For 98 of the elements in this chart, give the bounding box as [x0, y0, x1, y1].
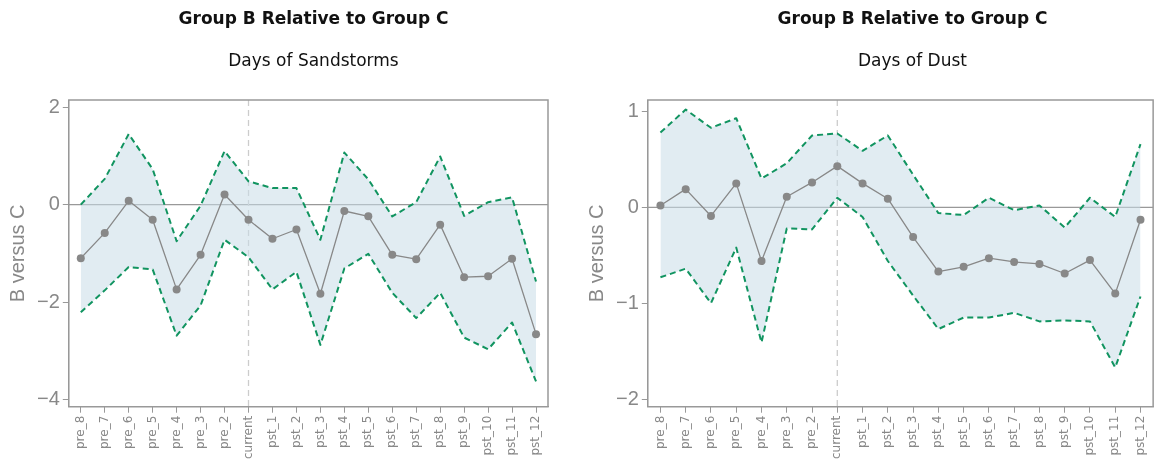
x-tick-label: pre_4 [753, 415, 768, 450]
point [436, 220, 445, 229]
point [100, 228, 109, 237]
x-tick-label: pst_5 [955, 415, 970, 448]
x-tick-label: pst_6 [384, 415, 399, 448]
point [148, 215, 157, 224]
point [268, 234, 277, 243]
y-tick-label: 0 [48, 192, 60, 215]
point [782, 192, 791, 201]
x-tick-label: pst_7 [408, 415, 423, 448]
x-tick-label: pst_1 [854, 415, 869, 448]
x-tick-label: pre_6 [703, 415, 718, 450]
x-tick-label: pst_4 [336, 415, 351, 448]
point [706, 211, 715, 220]
point [732, 179, 741, 188]
x-tick-label: pst_6 [981, 415, 996, 448]
point [412, 255, 421, 264]
x-tick-label: pst_12 [1132, 415, 1147, 456]
x-tick-label: pre_3 [192, 415, 207, 450]
point [808, 178, 817, 187]
line-series [79, 133, 538, 283]
point [76, 254, 85, 263]
x-tick-label: pst_5 [360, 415, 375, 448]
x-tick-label: pre_3 [778, 415, 793, 450]
x-tick-label: pst_10 [1082, 415, 1097, 456]
point [1085, 256, 1094, 265]
x-tick-label: current [829, 415, 844, 460]
x-tick-label: pst_2 [879, 415, 894, 448]
x-tick-label: pst_1 [264, 415, 279, 448]
x-tick-label: pre_7 [96, 415, 111, 450]
point [1111, 289, 1120, 298]
point [934, 267, 943, 276]
point [984, 254, 993, 263]
x-tick-label: pst_9 [456, 415, 471, 448]
x-tick-label: pst_7 [1006, 415, 1021, 448]
y-tick-label: 0 [627, 194, 639, 217]
x-tick-label: pre_2 [216, 415, 231, 450]
point [292, 225, 301, 234]
chart-subtitle: Days of Sandstorms [227, 50, 400, 70]
x-tick-label: pre_5 [728, 415, 743, 450]
point [1060, 269, 1069, 278]
point [460, 273, 469, 282]
x-tick-label: pst_2 [288, 415, 303, 448]
x-tick-label: pst_3 [312, 415, 327, 448]
point [833, 162, 842, 171]
x-tick-label: pst_8 [1031, 415, 1046, 448]
chart-title: Group B Relative to Group C [776, 8, 1049, 28]
y-tick-label: −4 [36, 386, 60, 409]
x-tick-label: current [240, 415, 255, 460]
point [1010, 257, 1019, 266]
x-tick-label: pre_4 [168, 415, 183, 450]
x-tick-label: pre_8 [652, 415, 667, 450]
point [959, 262, 968, 271]
line-series [659, 108, 1142, 229]
line-series [659, 196, 1142, 369]
point [1136, 215, 1145, 224]
point [388, 250, 397, 259]
x-tick-label: pst_10 [480, 415, 495, 456]
x-tick-label: pst_3 [905, 415, 920, 448]
x-tick-label: pst_4 [930, 415, 945, 448]
y-tick-label: 2 [48, 94, 60, 117]
y-tick-label: −2 [615, 386, 639, 409]
y-axis-title: B versus C [584, 204, 607, 303]
point [532, 330, 541, 339]
point [757, 257, 766, 266]
point [681, 185, 690, 194]
point [172, 285, 181, 294]
x-tick-label: pst_9 [1056, 415, 1071, 448]
x-tick-label: pst_8 [432, 415, 447, 448]
x-tick-label: pre_8 [72, 415, 87, 450]
point [858, 179, 867, 188]
chart-subtitle: Days of Dust [857, 50, 968, 70]
point [1035, 259, 1044, 268]
x-tick-label: pst_12 [528, 415, 543, 456]
x-tick-label: pre_5 [144, 415, 159, 450]
x-tick-label: pst_11 [1107, 415, 1122, 456]
point [883, 194, 892, 203]
point [220, 190, 229, 199]
y-axis-title: B versus C [5, 204, 28, 303]
y-tick-label: −2 [36, 289, 60, 312]
chart-title: Group B Relative to Group C [177, 8, 450, 28]
y-tick-label: −1 [615, 290, 639, 313]
x-tick-label: pst_11 [504, 415, 519, 456]
point [364, 212, 373, 221]
point [909, 233, 918, 242]
point [484, 272, 493, 281]
point [656, 201, 665, 210]
x-tick-label: pre_7 [677, 415, 692, 450]
x-tick-label: pre_6 [120, 415, 135, 450]
point [124, 196, 133, 205]
line-series [79, 238, 538, 383]
point [316, 289, 325, 298]
point [244, 215, 253, 224]
point [196, 250, 205, 259]
point [508, 254, 517, 263]
y-tick-label: 1 [627, 99, 639, 122]
point [340, 207, 349, 215]
x-tick-label: pre_2 [804, 415, 819, 450]
